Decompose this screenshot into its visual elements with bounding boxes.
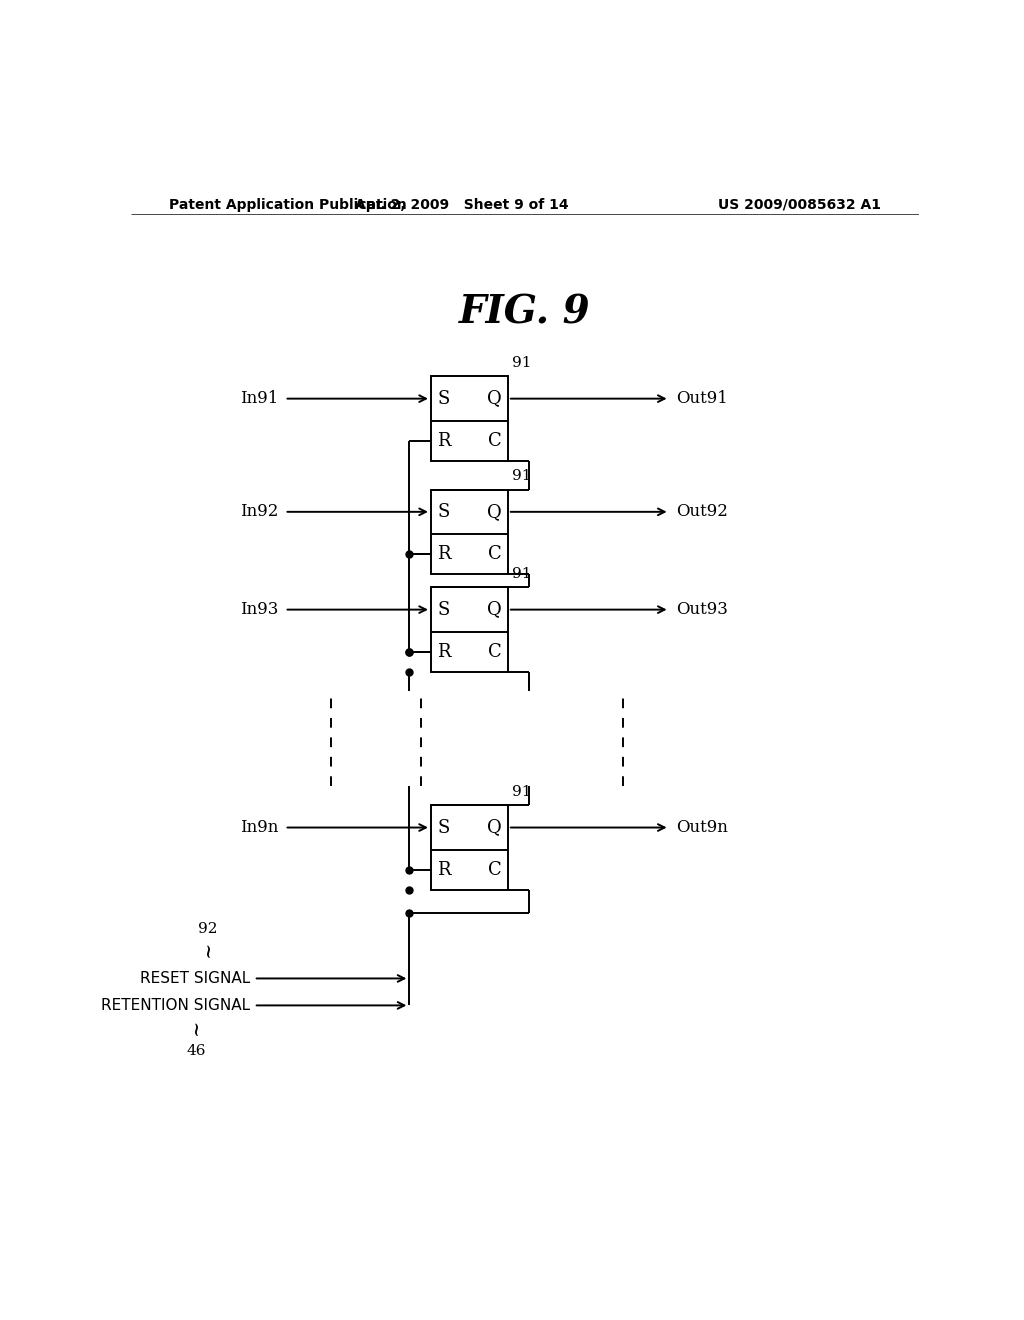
Text: 91: 91 (512, 785, 531, 799)
Text: In92: In92 (240, 503, 279, 520)
Text: R: R (437, 861, 451, 879)
Text: Out91: Out91 (676, 391, 728, 407)
Text: C: C (488, 861, 502, 879)
Text: ~: ~ (187, 1019, 205, 1035)
Text: S: S (437, 389, 450, 408)
Text: 91: 91 (512, 568, 531, 581)
Text: Patent Application Publication: Patent Application Publication (169, 198, 407, 211)
Text: Q: Q (487, 601, 502, 619)
Text: C: C (488, 643, 502, 661)
Text: US 2009/0085632 A1: US 2009/0085632 A1 (718, 198, 881, 211)
Text: In93: In93 (240, 601, 279, 618)
Text: 92: 92 (198, 923, 217, 936)
Text: In91: In91 (240, 391, 279, 407)
Text: Q: Q (487, 503, 502, 521)
Text: S: S (437, 601, 450, 619)
Text: C: C (488, 432, 502, 450)
Text: 91: 91 (512, 356, 531, 370)
Text: Q: Q (487, 389, 502, 408)
Bar (431, 376, 508, 461)
Text: RETENTION SIGNAL: RETENTION SIGNAL (100, 998, 250, 1012)
Bar (431, 490, 508, 574)
Text: R: R (437, 643, 451, 661)
Text: S: S (437, 503, 450, 521)
Text: Out93: Out93 (676, 601, 728, 618)
Text: S: S (437, 818, 450, 837)
Text: 46: 46 (186, 1044, 206, 1057)
Text: FIG. 9: FIG. 9 (459, 293, 591, 331)
Bar (431, 805, 508, 890)
Text: Out92: Out92 (676, 503, 728, 520)
Text: Out9n: Out9n (676, 818, 728, 836)
Text: Apr. 2, 2009   Sheet 9 of 14: Apr. 2, 2009 Sheet 9 of 14 (355, 198, 568, 211)
Text: RESET SIGNAL: RESET SIGNAL (139, 972, 250, 986)
Text: R: R (437, 432, 451, 450)
Text: 91: 91 (512, 470, 531, 483)
Text: Q: Q (487, 818, 502, 837)
Text: C: C (488, 545, 502, 564)
Text: ~: ~ (199, 941, 216, 957)
Text: In9n: In9n (240, 818, 279, 836)
Text: R: R (437, 545, 451, 564)
Bar (431, 587, 508, 672)
